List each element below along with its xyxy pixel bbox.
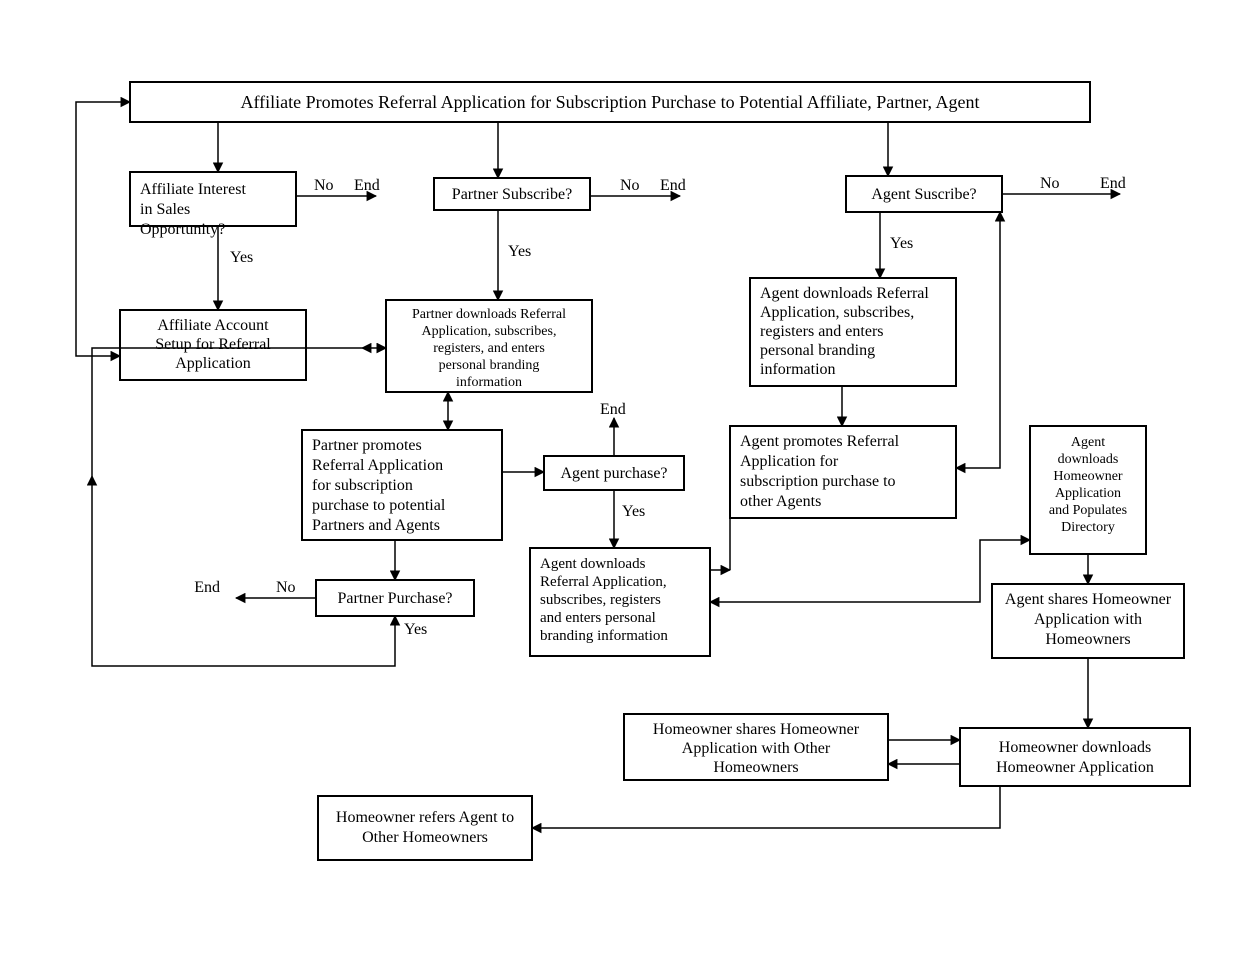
svg-text:Affiliate Promotes Referral Ap: Affiliate Promotes Referral Application … xyxy=(241,92,980,112)
node-aShare: Agent shares HomeownerApplication withHo… xyxy=(992,584,1184,658)
svg-text:End: End xyxy=(194,579,220,596)
node-top: Affiliate Promotes Referral Application … xyxy=(130,82,1090,122)
node-aDown2: Agent downloadsReferral Application,subs… xyxy=(530,548,710,656)
node-aSub: Agent Suscribe? xyxy=(846,176,1002,212)
svg-text:End: End xyxy=(1100,175,1126,192)
svg-text:Partner Purchase?: Partner Purchase? xyxy=(337,590,452,607)
node-affInt: Affiliate Interestin SalesOpportunity? xyxy=(130,172,296,238)
node-pSub: Partner Subscribe? xyxy=(434,178,590,210)
node-affSetup: Affiliate AccountSetup for ReferralAppli… xyxy=(120,310,306,380)
node-pProm: Partner promotesReferral Applicationfor … xyxy=(302,430,502,540)
svg-text:Yes: Yes xyxy=(230,249,253,266)
svg-text:End: End xyxy=(354,177,380,194)
svg-text:Yes: Yes xyxy=(508,243,531,260)
node-hRefer: Homeowner refers Agent toOther Homeowner… xyxy=(318,796,532,860)
node-aProm: Agent promotes ReferralApplication forsu… xyxy=(730,426,956,518)
svg-text:Yes: Yes xyxy=(404,621,427,638)
svg-text:Agent purchase?: Agent purchase? xyxy=(560,465,667,482)
svg-text:No: No xyxy=(1040,175,1060,192)
flowchart: Affiliate Promotes Referral Application … xyxy=(0,0,1240,958)
svg-text:End: End xyxy=(600,401,626,418)
svg-text:No: No xyxy=(276,579,296,596)
svg-text:No: No xyxy=(314,177,334,194)
svg-text:Yes: Yes xyxy=(622,503,645,520)
node-pDown: Partner downloads ReferralApplication, s… xyxy=(386,300,592,392)
node-aDown1: Agent downloads ReferralApplication, sub… xyxy=(750,278,956,386)
node-aHome: AgentdownloadsHomeownerApplicationand Po… xyxy=(1030,426,1146,554)
node-pPurch: Partner Purchase? xyxy=(316,580,474,616)
node-aPurch: Agent purchase? xyxy=(544,456,684,490)
node-hShare: Homeowner shares HomeownerApplication wi… xyxy=(624,714,888,780)
svg-text:Agent Suscribe?: Agent Suscribe? xyxy=(871,186,976,203)
svg-text:Yes: Yes xyxy=(890,235,913,252)
node-hDown: Homeowner downloadsHomeowner Application xyxy=(960,728,1190,786)
svg-text:No: No xyxy=(620,177,640,194)
svg-text:Partner Subscribe?: Partner Subscribe? xyxy=(452,186,572,203)
svg-text:End: End xyxy=(660,177,686,194)
